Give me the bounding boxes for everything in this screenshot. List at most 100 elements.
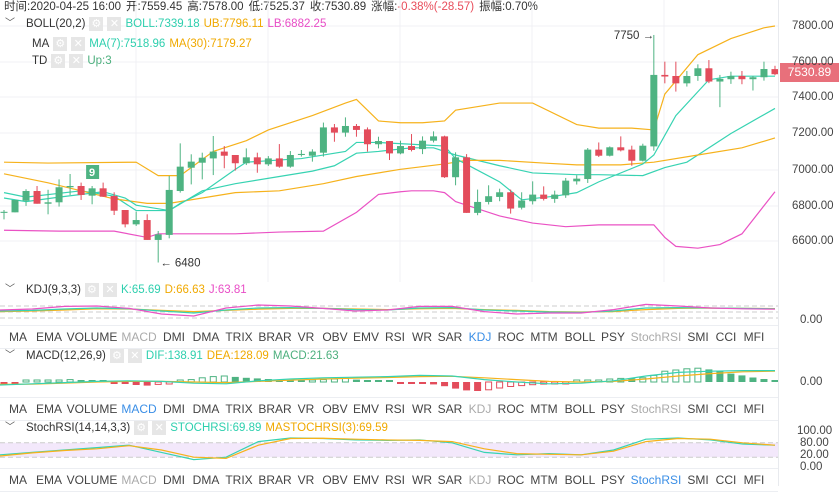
tab-ema[interactable]: EMA	[35, 473, 63, 487]
gear-icon[interactable]: ⚙	[53, 37, 68, 51]
tab-volume[interactable]: VOLUME	[66, 473, 118, 487]
candle-body	[132, 220, 140, 225]
tab-trix[interactable]: TRIX	[225, 473, 253, 487]
chevron-down-icon[interactable]: ﹀	[5, 18, 15, 29]
axis-divider	[778, 0, 779, 486]
close-icon[interactable]: ✕	[69, 54, 84, 68]
tab-psy[interactable]: PSY	[600, 473, 626, 487]
candle-body	[727, 75, 735, 80]
candle-body	[11, 199, 19, 213]
tab-stochrsi[interactable]: StochRSI	[630, 330, 682, 344]
tab-vr[interactable]: VR	[297, 473, 315, 487]
tab-ma[interactable]: MA	[9, 330, 27, 344]
candle-body	[374, 141, 382, 145]
tab-kdj[interactable]: KDJ	[468, 330, 492, 344]
tab-vr[interactable]: VR	[297, 402, 315, 416]
chevron-down-icon[interactable]: ﹀	[5, 422, 15, 433]
chevron-down-icon[interactable]: ﹀	[5, 284, 15, 295]
tab-volume[interactable]: VOLUME	[66, 402, 118, 416]
tab-rsi[interactable]: RSI	[384, 473, 406, 487]
tab-trix[interactable]: TRIX	[225, 402, 253, 416]
tab-dma[interactable]: DMA	[192, 330, 220, 344]
tab-mtm[interactable]: MTM	[530, 473, 558, 487]
tab-mfi[interactable]: MFI	[743, 330, 765, 344]
header-field: 低:7525.37	[249, 1, 305, 13]
close-icon[interactable]: ✕	[127, 349, 142, 363]
gear-icon[interactable]: ⚙	[134, 421, 149, 435]
tab-kdj[interactable]: KDJ	[468, 402, 492, 416]
tab-wr[interactable]: WR	[412, 402, 432, 416]
tab-sar[interactable]: SAR	[437, 402, 463, 416]
tab-dma[interactable]: DMA	[192, 402, 220, 416]
tab-sar[interactable]: SAR	[437, 473, 463, 487]
candle-body	[551, 194, 559, 199]
tab-volume[interactable]: VOLUME	[66, 330, 118, 344]
close-icon[interactable]: ✕	[71, 37, 86, 51]
tab-smi[interactable]: SMI	[687, 402, 709, 416]
header-field: 高:7578.00	[187, 1, 243, 13]
tab-macd[interactable]: MACD	[121, 473, 157, 487]
indicator-tabs: MA EMA VOLUME MACD DMI DMA TRIX BRAR VR OBV EMV RSI…	[0, 325, 778, 349]
tab-trix[interactable]: TRIX	[225, 330, 253, 344]
tab-roc[interactable]: ROC	[497, 402, 525, 416]
tab-boll[interactable]: BOLL	[564, 402, 596, 416]
tab-dmi[interactable]: DMI	[163, 330, 185, 344]
macd-histogram-bar	[716, 371, 724, 382]
tab-stochrsi[interactable]: StochRSI	[630, 473, 682, 487]
tab-boll[interactable]: BOLL	[564, 330, 596, 344]
tab-dmi[interactable]: DMI	[163, 402, 185, 416]
close-icon[interactable]: ✕	[152, 421, 167, 435]
tab-mfi[interactable]: MFI	[743, 402, 765, 416]
tab-roc[interactable]: ROC	[497, 330, 525, 344]
gear-icon[interactable]: ⚙	[84, 283, 99, 297]
candle-body	[143, 220, 151, 240]
tab-sar[interactable]: SAR	[437, 330, 463, 344]
tab-psy[interactable]: PSY	[600, 330, 626, 344]
tab-obv[interactable]: OBV	[322, 402, 348, 416]
tab-cci[interactable]: CCI	[715, 330, 737, 344]
tab-smi[interactable]: SMI	[687, 473, 709, 487]
tab-emv[interactable]: EMV	[352, 473, 380, 487]
tab-mtm[interactable]: MTM	[530, 402, 558, 416]
tab-ma[interactable]: MA	[9, 473, 27, 487]
tab-psy[interactable]: PSY	[600, 402, 626, 416]
gear-icon[interactable]: ⚙	[89, 17, 104, 31]
header-field-label: 低:	[248, 1, 264, 13]
tab-cci[interactable]: CCI	[715, 402, 737, 416]
tab-emv[interactable]: EMV	[352, 402, 380, 416]
candle-body	[99, 188, 107, 197]
tab-obv[interactable]: OBV	[322, 330, 348, 344]
gear-icon[interactable]: ⚙	[109, 349, 124, 363]
tab-mfi[interactable]: MFI	[743, 473, 765, 487]
tab-brar[interactable]: BRAR	[258, 330, 292, 344]
close-icon[interactable]: ✕	[102, 283, 117, 297]
close-icon[interactable]: ✕	[107, 17, 122, 31]
tab-dma[interactable]: DMA	[192, 473, 220, 487]
tab-emv[interactable]: EMV	[352, 330, 380, 344]
tab-roc[interactable]: ROC	[497, 473, 525, 487]
tab-stochrsi[interactable]: StochRSI	[630, 402, 682, 416]
tab-rsi[interactable]: RSI	[384, 330, 406, 344]
chevron-down-icon[interactable]: ﹀	[5, 350, 15, 361]
tab-smi[interactable]: SMI	[687, 330, 709, 344]
tab-macd[interactable]: MACD	[121, 402, 157, 416]
tab-mtm[interactable]: MTM	[530, 330, 558, 344]
tab-ma[interactable]: MA	[9, 402, 27, 416]
mastochrsi-value: MASTOCHRSI(3):69.59	[265, 422, 388, 434]
tab-macd[interactable]: MACD	[121, 330, 157, 344]
tab-dmi[interactable]: DMI	[163, 473, 185, 487]
tab-ema[interactable]: EMA	[35, 330, 63, 344]
tab-boll[interactable]: BOLL	[564, 473, 596, 487]
tab-ema[interactable]: EMA	[35, 402, 63, 416]
gear-icon[interactable]: ⚙	[51, 54, 66, 68]
tab-obv[interactable]: OBV	[322, 473, 348, 487]
tab-kdj[interactable]: KDJ	[468, 473, 492, 487]
tab-brar[interactable]: BRAR	[258, 473, 292, 487]
tab-rsi[interactable]: RSI	[384, 402, 406, 416]
tab-vr[interactable]: VR	[297, 330, 315, 344]
tab-cci[interactable]: CCI	[715, 473, 737, 487]
candlestick-chart[interactable]: 7750 → ← 6480 9	[0, 0, 778, 282]
tab-wr[interactable]: WR	[412, 330, 432, 344]
tab-brar[interactable]: BRAR	[258, 402, 292, 416]
tab-wr[interactable]: WR	[412, 473, 432, 487]
